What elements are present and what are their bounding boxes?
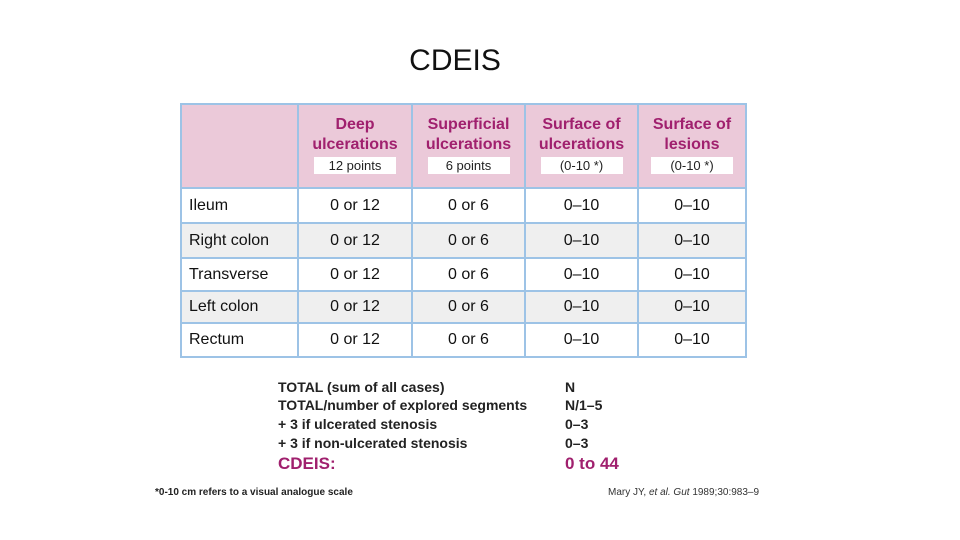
cell: 0 or 6 [411, 222, 526, 259]
row-name: Transverse [180, 257, 299, 292]
cell: 0 or 6 [411, 187, 526, 224]
total-value: 0 to 44 [565, 454, 619, 473]
summary-value: N/1–5 [565, 397, 603, 413]
corner-cell [180, 103, 299, 189]
column-title: Superficial ulcerations [425, 116, 512, 153]
table-row: Rectum 0 or 12 0 or 6 0–10 0–10 [180, 322, 747, 358]
citation-authors: Mary JY, [608, 487, 647, 498]
row-name: Rectum [180, 322, 299, 358]
cell: 0 or 6 [411, 322, 526, 358]
slide-title: CDEIS [409, 44, 501, 77]
cell: 0–10 [637, 290, 747, 324]
column-points: 6 points [427, 157, 510, 174]
cell: 0 or 6 [411, 257, 526, 292]
cell: 0–10 [637, 222, 747, 259]
table-row: Ileum 0 or 12 0 or 6 0–10 0–10 [180, 187, 747, 224]
cell: 0–10 [637, 187, 747, 224]
summary-value: 0–3 [565, 435, 589, 451]
column-points: (0-10 *) [540, 157, 623, 174]
row-name: Ileum [180, 187, 299, 224]
column-title: Surface of lesions [652, 116, 732, 153]
row-name: Left colon [180, 290, 299, 324]
cell: 0 or 12 [297, 257, 413, 292]
cell: 0 or 12 [297, 222, 413, 259]
table-row: Left colon 0 or 12 0 or 6 0–10 0–10 [180, 290, 747, 324]
summary-label: TOTAL/number of explored segments [278, 397, 528, 413]
cell: 0 or 12 [297, 187, 413, 224]
row-name: Right colon [180, 222, 299, 259]
summary-label: + 3 if non-ulcerated stenosis [278, 435, 468, 451]
cell: 0–10 [524, 187, 639, 224]
score-table: Deep ulcerations 12 points Superficial ulc… [180, 103, 747, 358]
table-row: Right colon 0 or 12 0 or 6 0–10 0–10 [180, 222, 747, 259]
summary-value: N [565, 379, 576, 395]
cell: 0–10 [524, 322, 639, 358]
table-row: Transverse 0 or 12 0 or 6 0–10 0–10 [180, 257, 747, 292]
footnote: *0-10 cm refers to a visual analogue sca… [155, 487, 353, 498]
total-label: CDEIS: [278, 454, 336, 473]
cell: 0 or 12 [297, 290, 413, 324]
cell: 0 or 12 [297, 322, 413, 358]
column-points: (0-10 *) [651, 157, 733, 174]
cell: 0–10 [637, 322, 747, 358]
citation: Mary JY, et al. Gut 1989;30:983–9 [608, 487, 759, 498]
header-row: Deep ulcerations 12 points Superficial ulc… [180, 103, 747, 189]
cell: 0–10 [524, 257, 639, 292]
column-header: Surface of ulcerations (0-10 *) [524, 103, 639, 189]
citation-reference: 1989;30:983–9 [692, 487, 760, 498]
summary-label: + 3 if ulcerated stenosis [278, 416, 438, 432]
cell: 0–10 [524, 222, 639, 259]
column-points: 12 points [314, 157, 396, 174]
column-header: Deep ulcerations 12 points [297, 103, 413, 189]
citation-journal: et al. Gut [648, 487, 690, 498]
column-header: Superficial ulcerations 6 points [411, 103, 526, 189]
summary-label: TOTAL (sum of all cases) [278, 379, 445, 395]
cell: 0 or 6 [411, 290, 526, 324]
cell: 0–10 [524, 290, 639, 324]
column-title: Surface of ulcerations [538, 116, 625, 153]
cell: 0–10 [637, 257, 747, 292]
column-header: Surface of lesions (0-10 *) [637, 103, 747, 189]
column-title: Deep ulcerations [312, 116, 398, 153]
summary-value: 0–3 [565, 416, 589, 432]
